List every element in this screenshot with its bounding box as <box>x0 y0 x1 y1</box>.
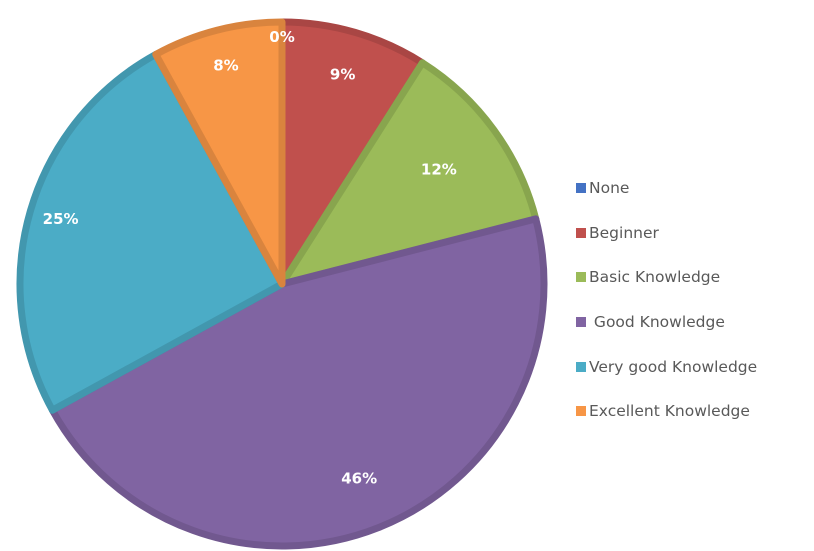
data-label-basic-knowledge: 12% <box>421 161 457 179</box>
legend-swatch-good-knowledge <box>576 317 586 328</box>
legend-entry-none: None <box>576 166 757 211</box>
legend-entry-good-knowledge: Good Knowledge <box>576 300 757 345</box>
legend: None Beginner Basic Knowledge Good Knowl… <box>576 166 757 434</box>
pie-slice-excellent-knowledge <box>152 18 286 288</box>
legend-label-very-good-knowledge: Very good Knowledge <box>589 357 758 376</box>
data-label-beginner: 9% <box>330 66 355 84</box>
legend-swatch-beginner <box>576 227 586 238</box>
data-label-good-knowledge: 46% <box>341 469 377 487</box>
legend-entry-basic-knowledge: Basic Knowledge <box>576 255 757 300</box>
data-label-very-good-knowledge: 25% <box>43 210 79 228</box>
legend-swatch-basic-knowledge <box>576 272 586 283</box>
legend-entry-beginner: Beginner <box>576 211 757 256</box>
legend-entry-excellent-knowledge: Excellent Knowledge <box>576 389 757 434</box>
legend-swatch-none <box>576 183 586 194</box>
legend-label-basic-knowledge: Basic Knowledge <box>589 268 721 287</box>
legend-label-excellent-knowledge: Excellent Knowledge <box>589 402 750 421</box>
pie-plot-area: 0% 9% 12% 46% 25% 8% <box>16 18 548 550</box>
legend-label-good-knowledge: Good Knowledge <box>589 313 725 332</box>
pie-slice-very-good-knowledge <box>16 50 286 414</box>
data-label-none: 0% <box>269 28 294 46</box>
data-label-excellent-knowledge: 8% <box>213 56 238 74</box>
pie-slice-beginner <box>278 18 426 288</box>
legend-entry-very-good-knowledge: Very good Knowledge <box>576 344 757 389</box>
pie-slice-good-knowledge <box>48 215 548 550</box>
legend-swatch-excellent-knowledge <box>576 406 586 417</box>
legend-swatch-very-good-knowledge <box>576 361 586 372</box>
legend-label-beginner: Beginner <box>589 223 659 242</box>
legend-label-none: None <box>589 179 630 198</box>
pie-slice-basic-knowledge <box>278 59 540 288</box>
